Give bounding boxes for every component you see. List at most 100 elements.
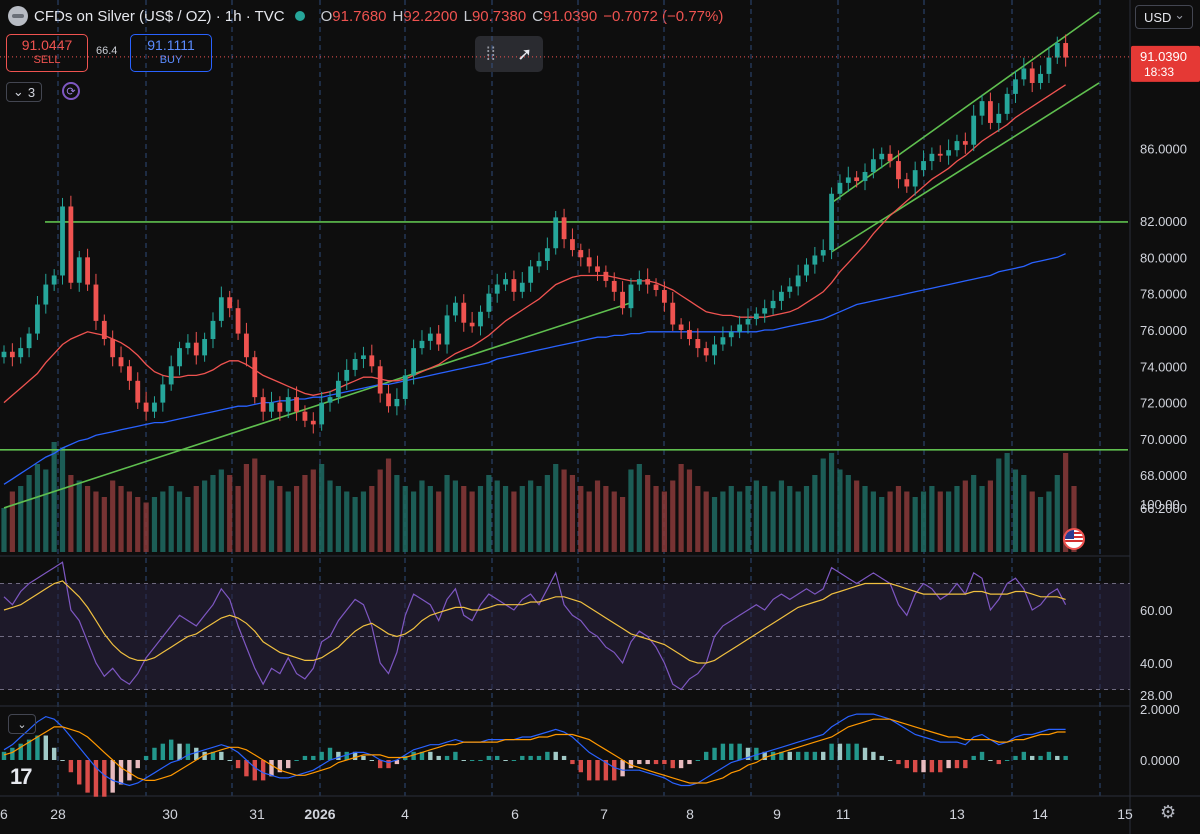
macd-histogram-bar	[879, 755, 884, 760]
candle-body	[118, 357, 124, 367]
symbol-title[interactable]: CFDs on Silver (US$ / OZ) · 1h · TVC	[34, 7, 285, 25]
candle-body	[645, 279, 651, 285]
candle-body	[319, 402, 325, 425]
candle-body	[636, 279, 642, 285]
macd-collapse-button[interactable]: ⌄	[8, 714, 36, 734]
chevron-down-icon: ⌄	[17, 718, 27, 731]
trend-line	[831, 82, 1100, 253]
candle-body	[946, 150, 952, 156]
volume-bar	[118, 486, 124, 552]
volume-bar	[544, 475, 550, 552]
low-value: 90.7380	[471, 7, 527, 25]
macd-histogram-bar	[921, 760, 926, 773]
candle-body	[101, 320, 107, 340]
macd-histogram-bar	[586, 760, 592, 781]
candle-body	[93, 284, 99, 321]
candle-body	[160, 384, 166, 403]
volume-bar	[711, 497, 718, 552]
volume-bar	[185, 497, 191, 552]
macd-histogram-bar	[787, 751, 792, 760]
candle-body	[202, 339, 208, 356]
volume-bar	[653, 486, 659, 552]
volume-bar	[302, 475, 308, 552]
buy-label: BUY	[159, 54, 183, 66]
volume-bar	[411, 491, 417, 552]
macd-histogram-bar	[110, 760, 115, 793]
macd-histogram-bar	[745, 747, 751, 760]
volume-bar	[904, 491, 910, 552]
volume-bar	[536, 486, 542, 552]
volume-bar	[586, 491, 592, 552]
cursor-icon[interactable]: ➚	[517, 43, 533, 64]
volume-bar	[51, 442, 57, 552]
macd-histogram-bar	[93, 760, 99, 797]
moving-average-line	[3, 253, 1066, 485]
price-axis-label: 74.0000	[1140, 359, 1187, 374]
macd-histogram-bar	[85, 760, 90, 793]
macd-histogram-bar	[737, 743, 742, 760]
volume-bar	[260, 475, 266, 552]
macd-histogram-bar	[846, 743, 851, 760]
volume-bar	[486, 475, 492, 552]
macd-histogram-bar	[645, 760, 650, 765]
volume-bar	[227, 475, 233, 552]
volume-bar	[477, 486, 484, 552]
rsi-line	[3, 580, 1066, 664]
candle-body	[60, 206, 65, 276]
volume-bar	[954, 486, 960, 552]
volume-bar	[661, 491, 667, 552]
time-axis-label: 30	[162, 806, 178, 822]
currency-select[interactable]: USD	[1135, 5, 1193, 29]
macd-histogram-bar	[954, 760, 960, 769]
candle-body	[1038, 73, 1043, 83]
tradingview-logo-icon[interactable]: 17	[10, 764, 33, 789]
candle-body	[486, 293, 492, 312]
buy-button[interactable]: 91.1111 BUY	[130, 34, 212, 72]
macd-histogram-bar	[51, 747, 57, 760]
volume-bar	[160, 491, 166, 552]
us-flag-icon[interactable]	[1063, 528, 1085, 550]
volume-bar	[645, 475, 651, 552]
macd-histogram-bar	[804, 751, 809, 760]
indicators-toggle[interactable]: ⌄ 3	[6, 82, 42, 102]
volume-bar	[427, 486, 433, 552]
volume-bar	[737, 491, 743, 552]
market-status-icon	[294, 11, 305, 21]
macd-histogram-bar	[729, 743, 734, 760]
high-label: H	[392, 7, 404, 25]
volume-bar	[619, 497, 626, 552]
drag-handle-icon[interactable]: ⁞⁞	[485, 43, 496, 64]
volume-bar	[753, 480, 759, 552]
volume-bar	[1046, 491, 1052, 552]
macd-histogram-bar	[210, 751, 216, 760]
candle-body	[444, 315, 450, 345]
symbol-header: CFDs on Silver (US$ / OZ) · 1h · TVC O 91…	[0, 0, 1130, 32]
volume-bar	[59, 447, 66, 552]
gear-icon[interactable]: ⚙	[1160, 802, 1177, 822]
macd-histogram-bar	[979, 751, 985, 760]
volume-bar	[202, 480, 208, 552]
candle-body	[436, 333, 442, 345]
macd-histogram-bar	[620, 760, 625, 777]
macd-histogram-bar	[478, 760, 483, 761]
candle-body	[1029, 68, 1035, 83]
candle-body	[862, 171, 868, 182]
macd-histogram-bar	[428, 751, 433, 760]
volume-bar	[787, 486, 793, 552]
candle-body	[285, 397, 291, 412]
sync-icon[interactable]: ⟳	[62, 82, 80, 100]
macd-histogram-bar	[570, 760, 575, 765]
volume-bar	[394, 475, 400, 552]
candle-body	[344, 369, 350, 381]
price-axis-label: 72.0000	[1140, 396, 1187, 411]
sell-button[interactable]: 91.0447 SELL	[6, 34, 88, 72]
low-label: L	[463, 7, 472, 25]
volume-bar	[327, 480, 333, 552]
macd-histogram-bar	[436, 755, 441, 760]
macd-histogram-bar	[687, 760, 692, 765]
macd-histogram-bar	[1030, 755, 1035, 760]
macd-histogram-bar	[102, 760, 107, 797]
volume-bar	[1012, 469, 1019, 552]
volume-bar	[402, 486, 408, 552]
